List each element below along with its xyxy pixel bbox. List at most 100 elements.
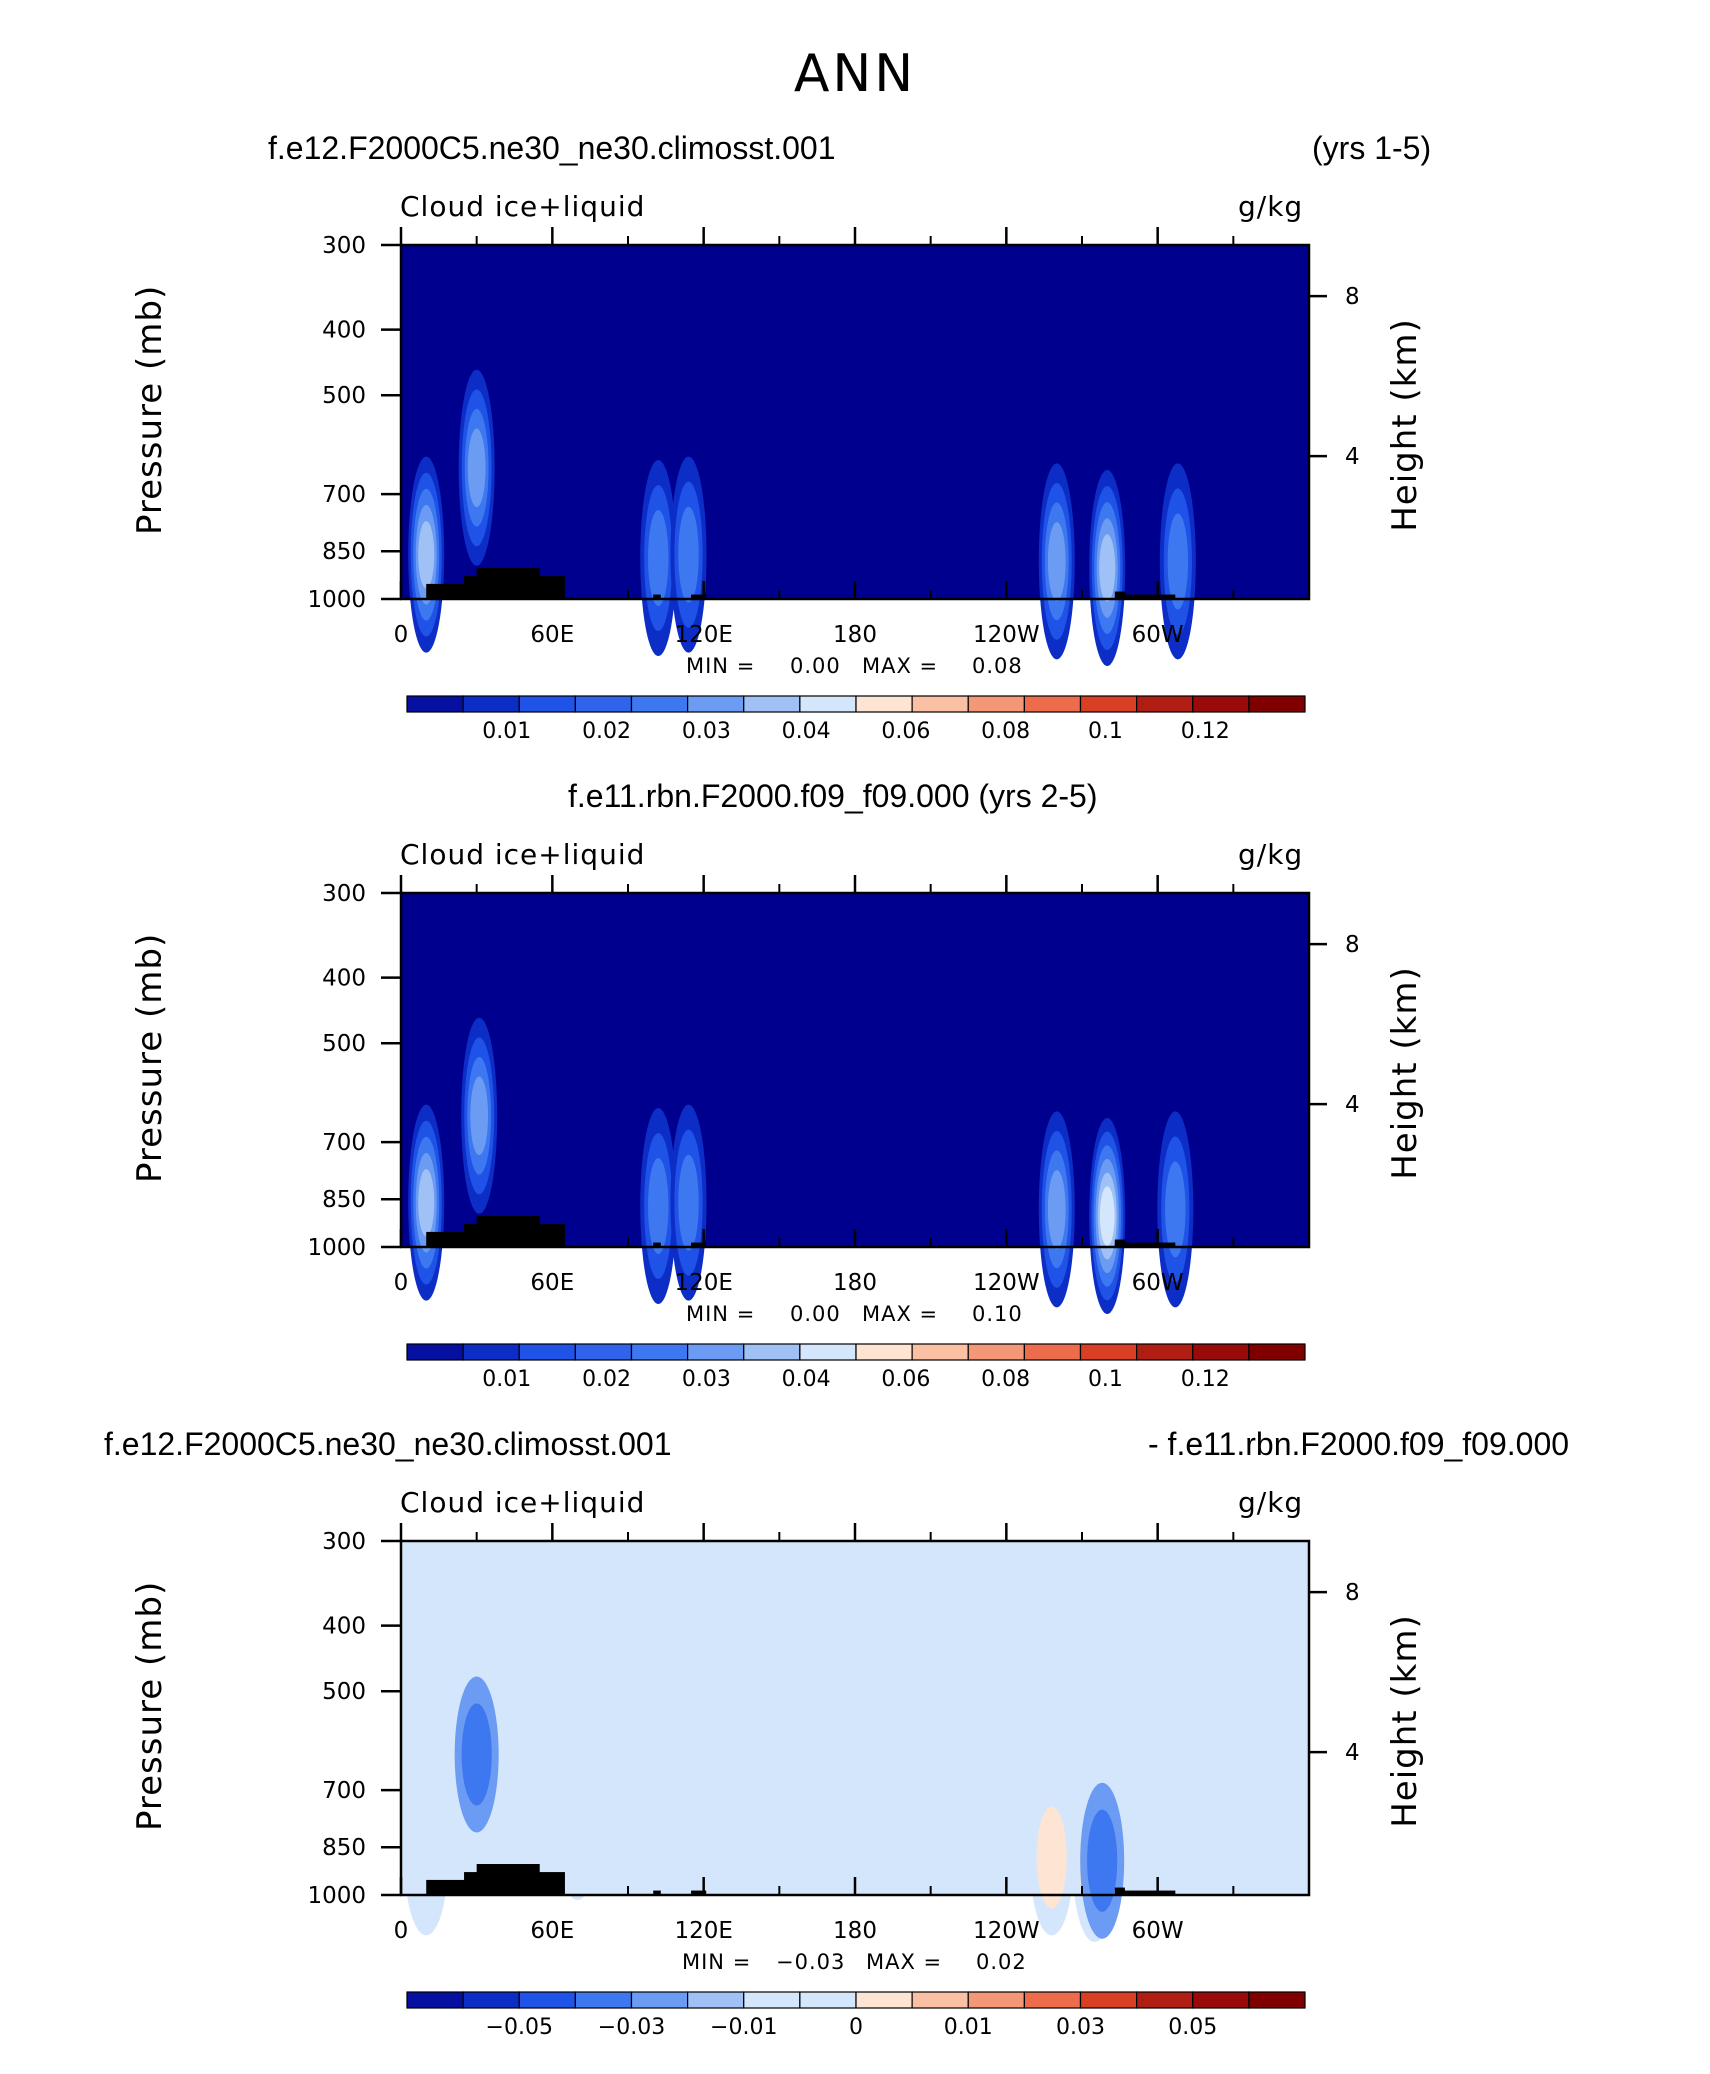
panel1-colorbar-box-6 <box>743 695 801 713</box>
panel2-colorbar-label-5: 0.08 <box>981 1367 1030 1392</box>
panel2-feature-6-level-2 <box>1165 1161 1186 1258</box>
panel1-ytick-right-label-1: 4 <box>1345 444 1360 470</box>
panel1-colorbar-box-0 <box>406 695 464 713</box>
panel2-colorbar-box-2 <box>518 1343 576 1361</box>
panel3-colorbar-box-14 <box>1192 1991 1250 2009</box>
panel3-units-label: g/kg <box>1238 1486 1304 1519</box>
panel1-ytick-label-4: 850 <box>322 539 366 565</box>
panel3-max-label: MAX = <box>866 1950 943 1974</box>
panel3-var-label: Cloud ice+liquid <box>400 1486 646 1519</box>
panel1-feature-5-level-4 <box>1099 534 1116 602</box>
panel2-colorbar-box-6 <box>743 1343 801 1361</box>
panel1-xtick-label-0: 0 <box>394 622 409 648</box>
panel3-colorbar-label-5: 0.03 <box>1056 2015 1105 2040</box>
panel2-feature-5-level-5 <box>1099 1186 1115 1246</box>
panel2-xtick-label-0: 0 <box>394 1270 409 1296</box>
panel2-ytick-label-3: 700 <box>322 1130 366 1156</box>
panel3-background <box>401 1541 1309 1895</box>
panel1-colorbar-label-4: 0.06 <box>881 719 930 744</box>
panel3-feature-2-level-1 <box>562 1770 593 1874</box>
panel3-ytick-right-label-1: 4 <box>1345 1740 1360 1766</box>
panel1-colorbar-label-0: 0.01 <box>482 719 531 744</box>
panel1-plot: 0 60E 120E 180 120W 60W 300 400 500 700 850 1000 8 4 0… <box>307 227 1360 744</box>
panel1-ytick-label-0: 300 <box>322 233 366 259</box>
panel3-plot: 0 60E 120E 180 120W 60W 300 400 500 700 850 1000 8 4 −… <box>307 1523 1360 2040</box>
panel3-colorbar-box-10 <box>967 1991 1025 2009</box>
panel3-feature-0-level-1 <box>461 1703 492 1806</box>
panel3-ytick-label-4: 850 <box>322 1835 366 1861</box>
panel3-xtick-label-3: 180 <box>833 1918 877 1944</box>
panel1-ytick-label-5: 1000 <box>307 587 366 613</box>
panel3-min-value: −0.03 <box>776 1950 846 1974</box>
panel1-feature-4-level-3 <box>1047 522 1066 601</box>
panel3-colorbar-box-7 <box>799 1991 857 2009</box>
panel2-colorbar-label-7: 0.12 <box>1181 1367 1230 1392</box>
panel1-xtick-label-4: 120W <box>973 622 1040 648</box>
panel3-topography-3 <box>653 1890 661 1895</box>
panel2-colorbar-box-4 <box>630 1343 689 1361</box>
panel2-topography-4 <box>691 1242 707 1247</box>
panel3-colorbar-box-12 <box>1079 1991 1138 2009</box>
panel1-colorbar-box-14 <box>1192 695 1250 713</box>
panel3-ytick-right-label-0: 8 <box>1345 1580 1360 1606</box>
panel1-colorbar-label-6: 0.1 <box>1088 719 1123 744</box>
panel1-colorbar-label-2: 0.03 <box>682 719 731 744</box>
panel1-topography-4 <box>691 594 707 599</box>
panel2-ytick-label-4: 850 <box>322 1187 366 1213</box>
panel3-case-left: f.e12.F2000C5.ne30_ne30.climosst.001 <box>104 1426 672 1462</box>
panel2-colorbar-box-13 <box>1136 1343 1194 1361</box>
panel1-feature-0-level-4 <box>418 520 435 589</box>
panel1-xtick-label-2: 120E <box>674 622 732 648</box>
panel2-topography-2 <box>476 1216 540 1247</box>
panel3-colorbar-box-0 <box>406 1991 464 2009</box>
panel3-feature-4-level-1 <box>1036 1806 1067 1909</box>
panel2-colorbar-box-14 <box>1192 1343 1250 1361</box>
panel3-ytick-label-3: 700 <box>322 1778 366 1804</box>
panel2-xtick-label-4: 120W <box>973 1270 1040 1296</box>
panel1-colorbar-box-11 <box>1023 695 1082 713</box>
panel2-colorbar-label-4: 0.06 <box>881 1367 930 1392</box>
panel1-colorbar-box-12 <box>1079 695 1138 713</box>
panel1-colorbar-box-13 <box>1136 695 1194 713</box>
panel1-min-value: 0.00 <box>790 654 841 678</box>
panel2-colorbar-box-12 <box>1079 1343 1138 1361</box>
panel1-min-label: MIN = <box>686 654 756 678</box>
panel3-colorbar-label-4: 0.01 <box>944 2015 993 2040</box>
panel3-ytick-label-0: 300 <box>322 1529 366 1555</box>
panel2-ytick-label-2: 500 <box>322 1031 366 1057</box>
panel2-xtick-label-2: 120E <box>674 1270 732 1296</box>
panel1-xtick-label-5: 60W <box>1132 622 1184 648</box>
panel2-min-value: 0.00 <box>790 1302 841 1326</box>
panel1-colorbar-label-3: 0.04 <box>782 719 831 744</box>
panel1-colorbar-box-9 <box>911 695 969 713</box>
panel2-colorbar-box-11 <box>1023 1343 1082 1361</box>
panel1-colorbar-box-3 <box>574 695 633 713</box>
panel3-colorbar-label-2: −0.01 <box>710 2015 777 2040</box>
panel2-ytick-right-label-1: 4 <box>1345 1092 1360 1118</box>
panel1-ytick-right-label-0: 8 <box>1345 284 1360 310</box>
panel2-colorbar-box-7 <box>799 1343 857 1361</box>
panel1-colorbar-box-7 <box>799 695 857 713</box>
panel2-colorbar-label-1: 0.02 <box>582 1367 631 1392</box>
panel3-case-right: - f.e11.rbn.F2000.f09_f09.000 <box>1148 1426 1570 1462</box>
panel2-colorbar-label-3: 0.04 <box>782 1367 831 1392</box>
panel2-colorbar-box-5 <box>687 1343 745 1361</box>
panel2-colorbar-label-0: 0.01 <box>482 1367 531 1392</box>
panel1-ytick-label-2: 500 <box>322 383 366 409</box>
panel3-ytick-label-1: 400 <box>322 1614 366 1640</box>
panel2-feature-2-level-2 <box>648 1158 669 1255</box>
panel2-feature-3-level-2 <box>678 1154 699 1251</box>
panel1-topography-3 <box>653 594 661 599</box>
panel2-plot: 0 60E 120E 180 120W 60W 300 400 500 700 850 1000 8 4 0… <box>307 875 1360 1392</box>
panel2-max-value: 0.10 <box>972 1302 1023 1326</box>
panel2-colorbar-label-6: 0.1 <box>1088 1367 1123 1392</box>
panel1-xtick-label-1: 60E <box>530 622 574 648</box>
panel2-var-label: Cloud ice+liquid <box>400 838 646 871</box>
panel3-max-value: 0.02 <box>976 1950 1027 1974</box>
panel3-colorbar-box-4 <box>630 1991 689 2009</box>
panel1-colorbar-box-5 <box>687 695 745 713</box>
panel3-colorbar-box-15 <box>1248 1991 1306 2009</box>
panel2-colorbar-box-0 <box>406 1343 464 1361</box>
panel2-feature-0-level-4 <box>418 1168 435 1237</box>
